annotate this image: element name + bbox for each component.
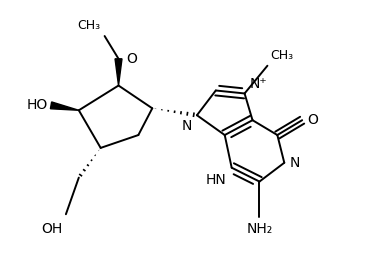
Text: O: O <box>126 52 137 66</box>
Text: HN: HN <box>206 173 227 187</box>
Text: CH₃: CH₃ <box>270 49 294 62</box>
Text: N: N <box>289 156 300 170</box>
Polygon shape <box>115 59 122 86</box>
Text: O: O <box>307 113 318 127</box>
Polygon shape <box>51 102 79 110</box>
Text: NH₂: NH₂ <box>246 222 273 236</box>
Text: OH: OH <box>42 222 63 236</box>
Text: HO: HO <box>27 98 48 112</box>
Text: N: N <box>182 119 192 133</box>
Text: CH₃: CH₃ <box>78 19 101 32</box>
Text: N⁺: N⁺ <box>250 78 267 91</box>
